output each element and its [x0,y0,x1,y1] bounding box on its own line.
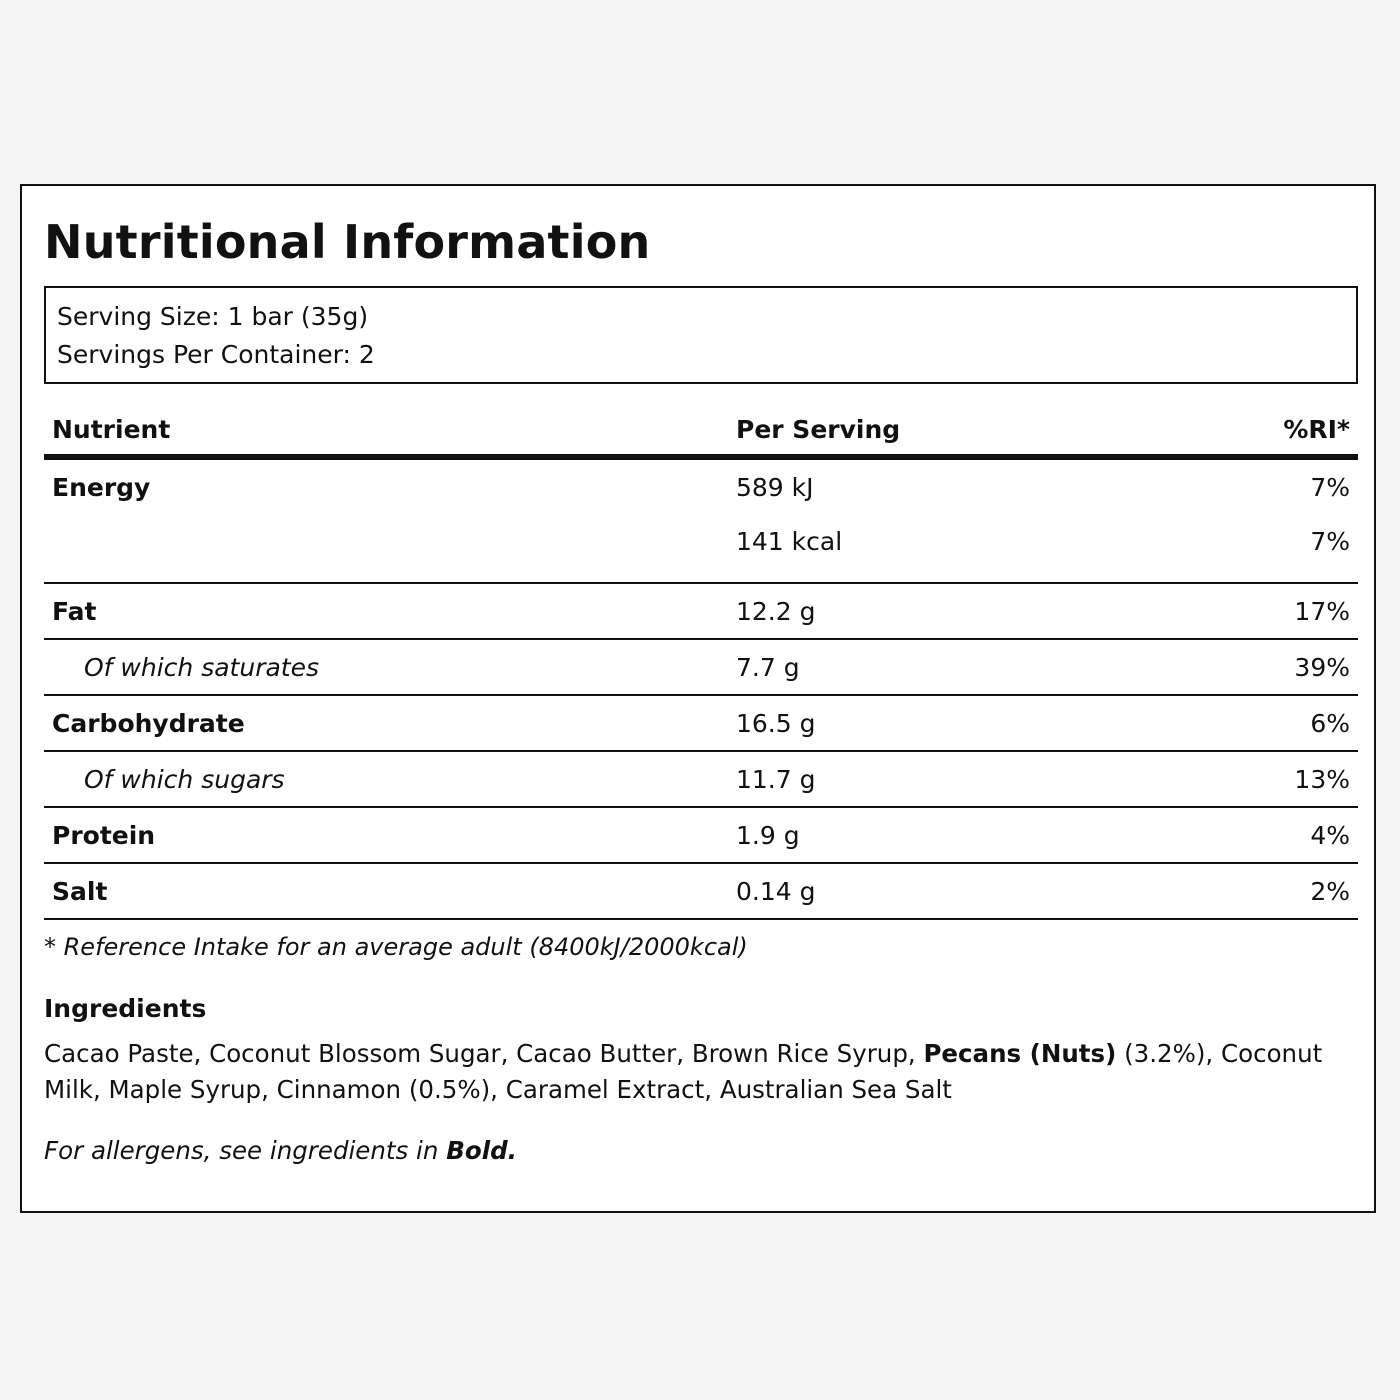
energy-kcal-value: 141 kcal [736,527,843,556]
table-row-carbohydrate: Carbohydrate 16.5 g 6% [44,696,1358,752]
nutrient-name: Energy [52,473,151,502]
nutrient-value: 16.5 g [736,709,816,738]
nutrient-name: Protein [52,821,156,850]
nutrient-name: Fat [52,597,97,626]
allergen-note-bold: Bold. [446,1136,517,1165]
nutrient-ri: 39% [1294,653,1350,682]
header-nutrient: Nutrient [52,415,171,444]
nutrient-value: 7.7 g [736,653,800,682]
nutrition-table: Nutrient Per Serving %RI* Energy 589 kJ … [44,404,1358,920]
nutrition-panel: Nutritional Information Serving Size: 1 … [20,184,1376,1213]
ingredients-list: Cacao Paste, Coconut Blossom Sugar, Caca… [44,1036,1360,1108]
table-row-energy: Energy 589 kJ 7% 141 kcal 7% [44,460,1358,584]
page-title: Nutritional Information [44,215,651,269]
serving-size: Serving Size: 1 bar (35g) [57,302,369,331]
nutrient-value: 11.7 g [736,765,816,794]
nutrient-name: Of which sugars [84,765,285,794]
allergen-note: For allergens, see ingredients in Bold. [44,1134,517,1168]
table-header-row: Nutrient Per Serving %RI* [44,404,1358,460]
ingredients-text-after: (3.2%), Coconut Milk, Maple Syrup, Cinna… [44,1039,1323,1104]
allergen-ingredient: Pecans (Nuts) [923,1039,1117,1068]
nutrient-name: Of which saturates [84,653,319,682]
nutrient-ri: 17% [1294,597,1350,626]
table-row-salt: Salt 0.14 g 2% [44,864,1358,920]
nutrient-ri: 2% [1310,877,1350,906]
table-row-saturates: Of which saturates 7.7 g 39% [44,640,1358,696]
header-ri: %RI* [1283,415,1350,444]
energy-kcal-ri: 7% [1310,527,1350,556]
table-row-protein: Protein 1.9 g 4% [44,808,1358,864]
nutrient-value: 12.2 g [736,597,816,626]
header-per-serving: Per Serving [736,415,901,444]
nutrient-ri: 6% [1310,709,1350,738]
table-row-sugars: Of which sugars 11.7 g 13% [44,752,1358,808]
energy-kj-value: 589 kJ [736,473,814,502]
nutrient-name: Salt [52,877,108,906]
ingredients-heading: Ingredients [44,994,207,1023]
energy-kj-ri: 7% [1310,473,1350,502]
nutrient-ri: 13% [1294,765,1350,794]
nutrient-name: Carbohydrate [52,709,245,738]
servings-per-container: Servings Per Container: 2 [57,340,375,369]
ingredients-text-before: Cacao Paste, Coconut Blossom Sugar, Caca… [44,1039,924,1068]
table-row-fat: Fat 12.2 g 17% [44,584,1358,640]
nutrient-ri: 4% [1310,821,1350,850]
allergen-note-text: For allergens, see ingredients in [44,1136,447,1165]
nutrient-value: 1.9 g [736,821,800,850]
serving-info-box: Serving Size: 1 bar (35g) Servings Per C… [44,286,1358,384]
nutrient-value: 0.14 g [736,877,816,906]
ri-footnote: * Reference Intake for an average adult … [44,933,748,961]
